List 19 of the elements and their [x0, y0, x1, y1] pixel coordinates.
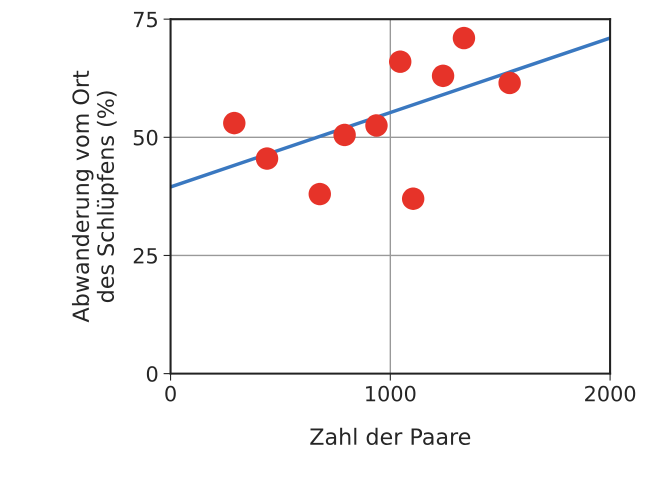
x-tick-label: 2000: [585, 386, 636, 402]
x-tick-label: 0: [165, 386, 176, 402]
y-tick-label: 75: [134, 12, 157, 28]
point: [389, 50, 412, 73]
point: [365, 114, 388, 137]
point: [256, 147, 278, 170]
x-tick-label: 1000: [366, 386, 416, 402]
point: [452, 26, 476, 50]
point: [333, 124, 356, 146]
point: [308, 182, 331, 206]
point: [402, 188, 424, 210]
x-axis-title: Zahl der Paare: [310, 428, 470, 446]
y-tick-label: 50: [134, 130, 158, 146]
point: [432, 64, 454, 88]
point: [223, 112, 246, 134]
point: [498, 72, 521, 94]
y-tick-label: 0: [146, 366, 158, 382]
y-tick-label: 25: [134, 248, 157, 264]
y-axis-title: Abwanderung vom Ort des Schlüpfens (%): [72, 70, 118, 322]
